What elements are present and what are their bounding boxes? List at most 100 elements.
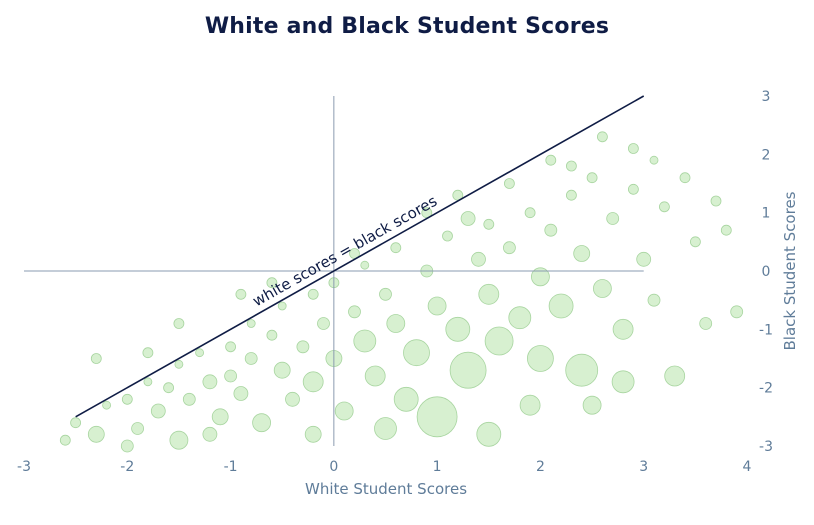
y-tick-label: -3 xyxy=(759,439,773,455)
x-tick-label: -3 xyxy=(17,459,31,475)
data-point xyxy=(416,396,458,438)
data-point xyxy=(566,189,577,201)
data-point xyxy=(664,365,686,387)
data-point xyxy=(202,426,218,442)
data-point xyxy=(611,370,635,394)
x-axis-title: White Student Scores xyxy=(305,480,467,498)
data-point xyxy=(565,353,599,387)
data-point xyxy=(628,143,639,154)
data-point xyxy=(503,178,515,189)
data-point xyxy=(182,392,196,406)
data-point xyxy=(266,277,278,289)
data-point xyxy=(360,260,370,270)
data-point xyxy=(390,242,402,254)
x-tick-label: 2 xyxy=(536,459,545,475)
data-point xyxy=(508,306,532,330)
data-point xyxy=(647,293,661,307)
y-tick-label: 0 xyxy=(762,264,771,280)
data-point xyxy=(374,417,397,440)
data-point xyxy=(225,341,237,353)
data-point xyxy=(211,408,229,426)
x-tick-labels: -3 -2 -1 0 1 2 3 4 xyxy=(17,459,752,475)
data-point xyxy=(364,365,386,387)
data-point xyxy=(59,434,71,446)
data-point xyxy=(531,267,550,287)
data-point xyxy=(244,352,258,365)
data-point xyxy=(195,348,205,358)
data-point xyxy=(296,340,310,354)
data-point xyxy=(612,318,634,340)
data-point xyxy=(471,251,486,267)
data-point xyxy=(679,172,691,184)
data-point xyxy=(285,391,300,407)
data-point xyxy=(317,317,330,330)
data-point xyxy=(173,318,185,329)
data-point xyxy=(730,305,744,319)
data-point xyxy=(548,293,574,319)
data-point xyxy=(478,283,500,305)
data-point xyxy=(636,251,652,267)
data-point xyxy=(379,287,392,301)
y-tick-label: -2 xyxy=(759,381,773,397)
data-point xyxy=(545,154,557,166)
data-point xyxy=(502,241,516,255)
data-point xyxy=(519,394,541,416)
data-point xyxy=(544,223,558,237)
y-tick-label: 2 xyxy=(762,147,771,163)
data-point xyxy=(386,314,406,333)
reference-line-label: white scores = black scores xyxy=(250,192,441,310)
x-tick-label: 0 xyxy=(329,459,338,475)
data-point xyxy=(163,382,175,394)
data-point xyxy=(235,288,247,300)
data-point xyxy=(266,329,278,341)
data-point xyxy=(527,345,554,372)
x-tick-label: -1 xyxy=(224,459,238,475)
data-point xyxy=(277,301,287,311)
data-point xyxy=(143,377,153,387)
data-point xyxy=(690,236,701,248)
data-point xyxy=(566,160,577,172)
y-tick-label: -1 xyxy=(759,322,773,338)
data-point xyxy=(699,317,713,330)
data-point xyxy=(334,401,354,421)
data-point xyxy=(302,371,324,393)
data-point xyxy=(442,230,453,242)
data-point xyxy=(131,422,145,435)
data-point xyxy=(121,393,133,405)
data-point xyxy=(202,374,218,390)
data-point xyxy=(593,279,612,298)
data-point xyxy=(273,361,291,379)
data-point xyxy=(70,417,81,429)
data-point xyxy=(87,425,105,443)
y-axis-title: Black Student Scores xyxy=(781,191,799,350)
data-point xyxy=(90,353,102,364)
data-point xyxy=(304,425,322,443)
x-tick-label: -2 xyxy=(120,459,134,475)
data-point xyxy=(353,329,377,353)
data-point xyxy=(150,403,166,419)
x-tick-label: 1 xyxy=(433,459,442,475)
data-point xyxy=(606,212,620,225)
data-point xyxy=(524,207,536,219)
y-tick-label: 3 xyxy=(762,89,771,105)
data-point xyxy=(659,201,670,213)
data-point xyxy=(348,305,361,319)
data-point xyxy=(460,211,476,226)
data-point xyxy=(628,183,639,195)
data-point xyxy=(169,430,189,450)
data-point xyxy=(307,288,319,300)
data-point xyxy=(710,195,722,207)
chart-title: White and Black Student Scores xyxy=(204,14,610,39)
y-tick-labels: 3 2 1 0 -1 -2 -3 xyxy=(759,89,773,455)
data-point xyxy=(142,347,154,359)
data-point xyxy=(483,218,495,230)
data-point xyxy=(224,369,238,383)
data-point xyxy=(720,224,732,236)
data-point xyxy=(445,316,471,342)
data-point xyxy=(449,351,487,389)
y-tick-label: 1 xyxy=(762,206,771,222)
data-point xyxy=(252,413,272,433)
data-point xyxy=(393,386,419,412)
data-point xyxy=(582,395,602,415)
data-point xyxy=(102,400,111,410)
